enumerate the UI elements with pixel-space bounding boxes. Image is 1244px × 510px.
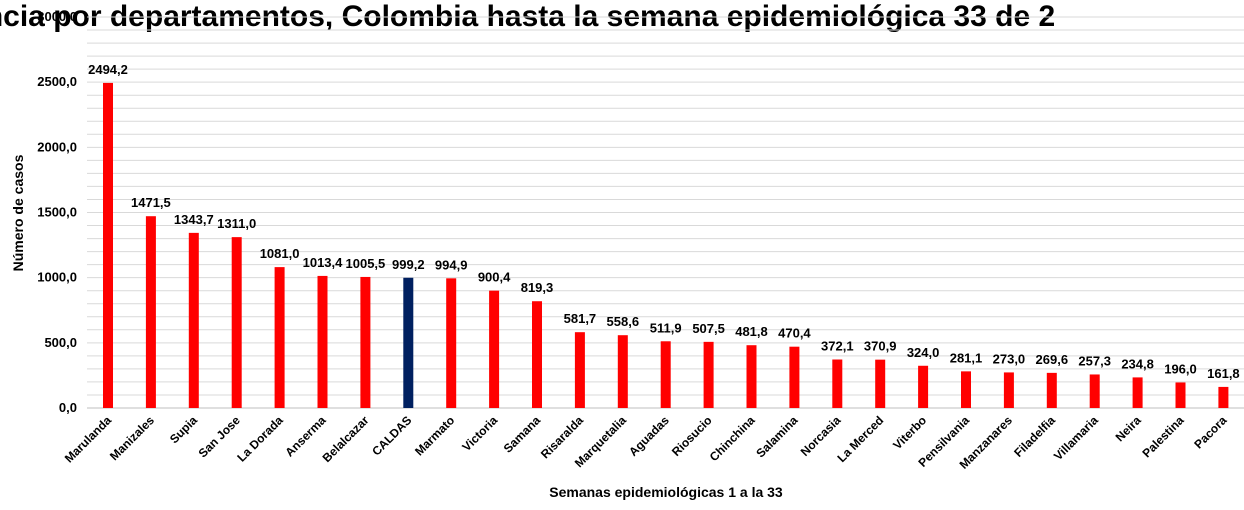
x-axis-label: Semanas epidemiológicas 1 a la 33 [549,484,783,500]
x-tick-label: Pacora [1191,413,1229,451]
x-tick-label: Samana [501,413,544,456]
y-axis-ticks: 0,0 500,0 1000,0 1500,0 2000,0 2500,0 3000,0 [37,9,77,415]
x-tick-label: Chinchina [707,413,758,464]
data-label: 1471,5 [131,195,171,210]
data-label: 1013,4 [303,255,344,270]
bar [1003,372,1014,408]
data-label: 900,4 [478,270,511,285]
data-label: 269,6 [1036,352,1069,367]
x-tick-label: Salamina [753,413,800,460]
data-label: 507,5 [692,321,725,336]
bar [1089,374,1100,408]
bar [188,232,199,408]
x-tick-label: Viterbo [890,413,929,452]
data-label: 161,8 [1207,366,1240,381]
x-tick-label: Victoria [459,413,500,454]
bar [961,371,971,408]
bar [145,216,156,408]
data-label: 1005,5 [346,256,386,271]
bar [789,346,800,408]
x-tick-label: Marulanda [62,413,115,466]
data-label: 372,1 [821,339,854,354]
bar [875,359,886,408]
bar [103,82,113,408]
x-tick-label: La Merced [834,413,886,465]
data-label: 994,9 [435,257,468,272]
x-tick-label: Manizales [107,413,157,463]
x-tick-label: Marmato [412,413,457,458]
bar [574,332,585,408]
x-tick-label: CALDAS [369,413,414,458]
data-label: 234,8 [1121,356,1154,371]
bar [660,341,671,408]
bar [1046,372,1057,408]
bar [317,275,328,408]
bar [446,278,457,408]
data-label: 257,3 [1078,353,1111,368]
x-tick-label: Supia [167,413,200,446]
data-label: 481,8 [735,324,768,339]
x-tick-label: Palestina [1139,413,1186,460]
bar [1132,377,1143,408]
y-tick-label: 3000,0 [37,9,77,24]
data-label: 511,9 [650,320,682,335]
y-tick-label: 2000,0 [37,139,77,154]
x-tick-label: Villamaria [1051,413,1101,463]
bar [918,365,929,408]
data-label: 581,7 [564,311,597,326]
y-tick-label: 1000,0 [37,270,77,285]
x-tick-label: Neira [1113,413,1144,444]
bar [274,267,285,408]
data-label: 2494,2 [88,62,128,77]
y-tick-label: 1500,0 [37,205,77,220]
bar [403,277,414,408]
data-label: 370,9 [864,339,897,354]
bar [1175,382,1186,408]
data-label: 281,1 [950,350,983,365]
y-tick-label: 0,0 [59,400,77,415]
data-label: 273,0 [993,351,1026,366]
bar [746,345,757,408]
bar [617,335,628,408]
data-label: 999,2 [392,257,425,272]
x-tick-label: Belalcazar [320,413,372,465]
bar [1218,386,1229,408]
bar [360,276,371,408]
data-label: 558,6 [607,314,640,329]
bar [703,341,714,408]
data-label: 1343,7 [174,212,214,227]
x-tick-label: Aguadas [626,413,672,459]
bar [532,301,542,408]
bar [231,237,242,408]
y-tick-label: 2500,0 [37,74,77,89]
bar [489,290,500,408]
data-label: 470,4 [778,326,811,341]
data-label: 819,3 [521,280,554,295]
data-label: 1311,0 [217,216,256,231]
data-label: 196,0 [1164,361,1197,376]
y-tick-label: 500,0 [44,335,77,350]
data-label: 1081,0 [260,246,300,261]
bar [832,359,843,408]
bars [103,82,1229,408]
data-label: 324,0 [907,345,940,360]
x-tick-label: La Dorada [234,413,286,465]
y-axis-label: Número de casos [10,154,26,271]
